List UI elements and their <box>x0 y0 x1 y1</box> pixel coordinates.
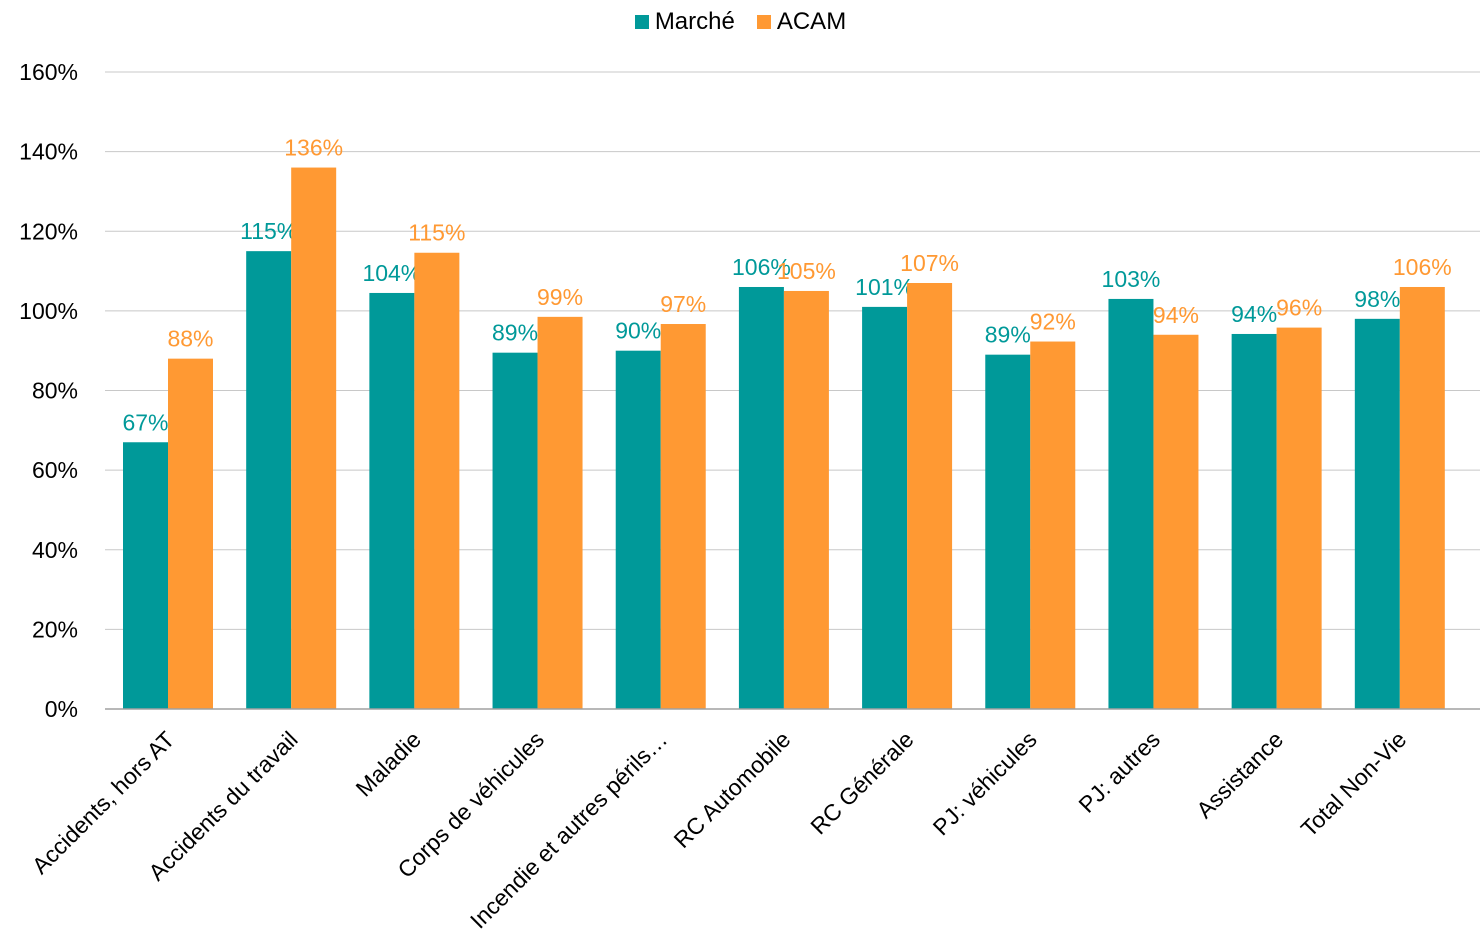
bar-acam <box>291 167 337 710</box>
y-tick-label: 100% <box>19 298 78 324</box>
category-label: RC Générale <box>805 726 918 839</box>
data-label-acam: 96% <box>1276 295 1322 321</box>
bar-marche <box>246 251 292 709</box>
legend: Marché ACAM <box>0 8 1481 36</box>
bar-acam <box>537 316 583 709</box>
y-tick-label: 40% <box>32 537 78 563</box>
legend-label-marche: Marché <box>654 8 735 35</box>
data-label-acam: 94% <box>1153 302 1199 328</box>
category-label: Total Non-Vie <box>1296 726 1412 842</box>
legend-item-marche: Marché <box>634 8 735 36</box>
y-tick-label: 160% <box>19 59 78 85</box>
data-label-acam: 92% <box>1030 309 1076 335</box>
category-label: PJ: autres <box>1073 726 1165 818</box>
data-label-marche: 106% <box>732 254 791 280</box>
bar-marche <box>862 306 908 709</box>
bar-marche <box>1354 318 1400 709</box>
y-tick-label: 20% <box>32 616 78 642</box>
bar-acam <box>907 283 953 709</box>
data-label-acam: 99% <box>537 284 583 310</box>
y-tick-label: 60% <box>32 457 78 483</box>
bar-acam <box>1153 334 1199 709</box>
legend-swatch-acam <box>756 15 771 29</box>
bar-acam <box>783 290 829 709</box>
data-label-acam: 136% <box>284 135 343 161</box>
data-label-acam: 97% <box>660 291 706 317</box>
bar-acam <box>1030 341 1076 709</box>
y-tick-label: 140% <box>19 139 78 165</box>
category-label: Maladie <box>351 726 426 801</box>
bar-acam <box>414 252 460 709</box>
data-label-marche: 89% <box>492 320 538 346</box>
data-label-marche: 90% <box>615 318 661 344</box>
category-label: Incendie et autres périls… <box>465 726 672 933</box>
legend-label-acam: ACAM <box>776 8 847 35</box>
data-label-marche: 103% <box>1102 266 1161 292</box>
data-label-marche: 89% <box>985 322 1031 348</box>
data-label-acam: 115% <box>408 220 465 246</box>
bar-acam <box>1399 286 1445 709</box>
bar-marche <box>123 442 168 709</box>
y-tick-label: 0% <box>45 696 78 722</box>
data-label-marche: 67% <box>122 409 168 435</box>
bar-marche <box>738 286 784 709</box>
data-label-marche: 104% <box>362 260 421 286</box>
data-label-acam: 106% <box>1393 254 1452 280</box>
legend-item-acam: ACAM <box>756 8 847 36</box>
bar-marche <box>492 352 538 709</box>
bar-marche <box>615 350 661 709</box>
category-label: Assistance <box>1191 726 1288 823</box>
bar-marche <box>1108 298 1154 709</box>
data-label-marche: 101% <box>855 274 914 300</box>
y-tick-label: 80% <box>32 378 78 404</box>
bar-acam <box>168 358 213 709</box>
bar-acam <box>660 324 706 709</box>
bar-marche <box>369 292 415 709</box>
bar-acam <box>1276 327 1322 709</box>
data-label-acam: 88% <box>167 326 213 352</box>
data-label-marche: 98% <box>1354 286 1400 312</box>
y-tick-label: 120% <box>19 218 78 244</box>
category-label: RC Automobile <box>669 726 796 853</box>
data-label-acam: 107% <box>900 250 959 276</box>
data-label-marche: 94% <box>1231 301 1277 327</box>
category-label: PJ: véhicules <box>928 726 1042 840</box>
data-label-acam: 105% <box>777 258 836 284</box>
bar-marche <box>985 354 1031 709</box>
bar-marche <box>1231 333 1277 709</box>
legend-swatch-marche <box>634 15 649 29</box>
data-label-marche: 115% <box>240 218 297 244</box>
